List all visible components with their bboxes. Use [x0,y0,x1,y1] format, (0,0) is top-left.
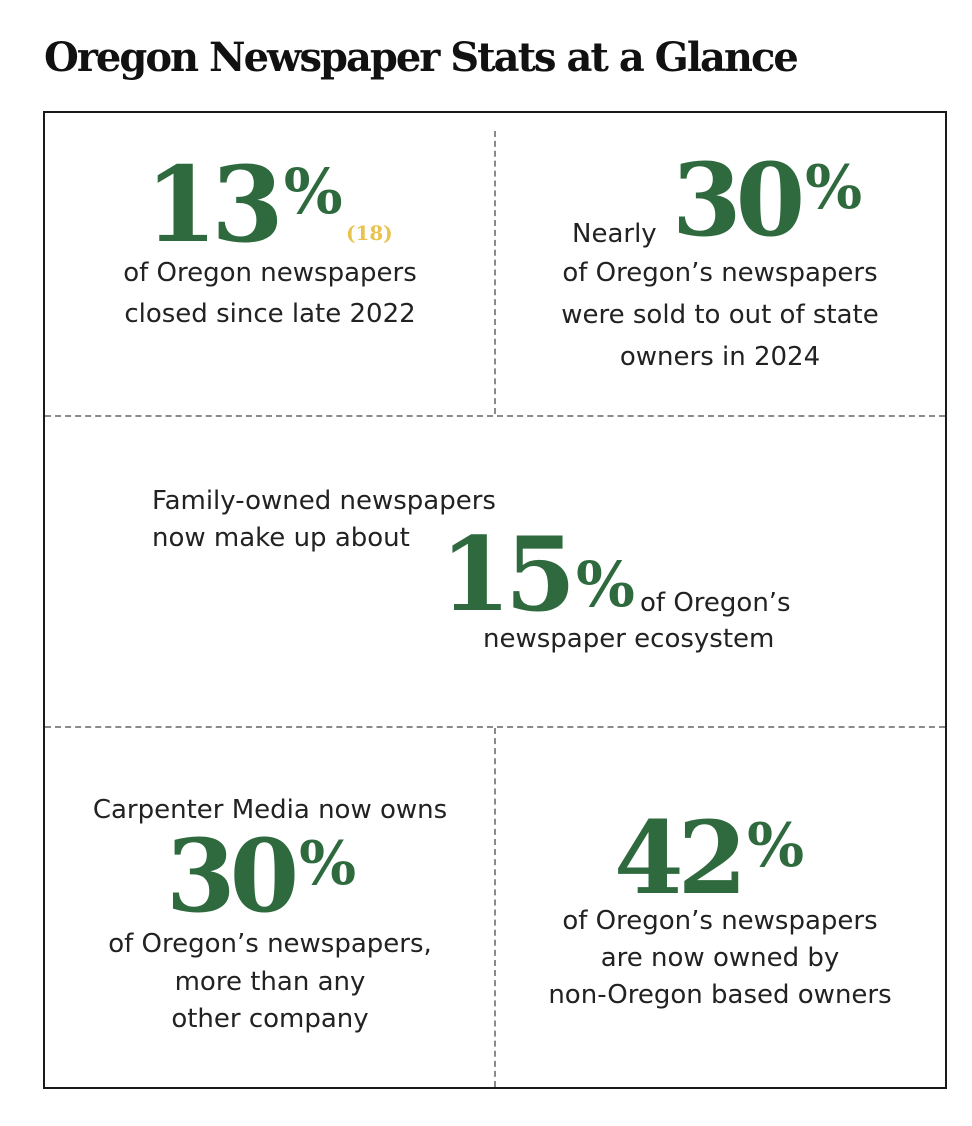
stat-carpenter-line1: of Oregon’s newspapers, [108,929,432,959]
divider-top-vertical [494,131,496,414]
stat-non-oregon-value: 42 [614,799,747,917]
stat-sold-figure: 30% [672,150,862,250]
stat-sold-unit: % [805,153,863,223]
stat-family-value: 15 [440,515,576,635]
stat-family-intro2: now make up about [152,523,410,553]
stat-carpenter-intro: Carpenter Media now owns [92,795,448,825]
stat-closed-line2: closed since late 2022 [124,299,416,329]
stat-carpenter-figure: 30% [166,826,356,926]
stat-non-oregon-line3: non-Oregon based owners [548,980,892,1010]
stat-carpenter-value: 30 [166,817,299,935]
stat-family-line-last: newspaper ecosystem [483,624,775,654]
stat-non-oregon-figure: 42% [614,808,804,908]
stat-non-oregon-line1: of Oregon’s newspapers [562,906,878,936]
stat-closed-figure: 13% [145,153,343,257]
stat-non-oregon-line2: are now owned by [600,943,840,973]
stats-panel [43,111,947,1089]
stat-sold-line2: were sold to out of state [561,300,879,330]
divider-lower-horizontal [45,726,945,728]
stat-family-figure: 15% [440,524,635,626]
divider-upper-horizontal [45,415,945,417]
divider-bottom-vertical [494,728,496,1087]
page-title: Oregon Newspaper Stats at a Glance [44,34,799,81]
stat-carpenter-unit: % [299,829,357,899]
stat-carpenter-line2: more than any [174,967,366,997]
stat-closed-note: (18) [346,221,393,245]
stat-sold-prefix: Nearly [572,219,657,249]
stat-carpenter-line3: other company [171,1004,369,1034]
stat-sold-line1: of Oregon’s newspapers [562,258,878,288]
stat-sold-value: 30 [672,141,805,259]
stat-family-intro1: Family-owned newspapers [152,486,496,516]
stat-closed-value: 13 [145,143,284,266]
stat-family-unit: % [575,548,635,621]
stat-closed-unit: % [283,155,343,228]
stat-sold-line3: owners in 2024 [619,342,821,372]
stat-non-oregon-unit: % [747,811,805,881]
stat-family-suffix: of Oregon’s [640,588,791,618]
stat-closed-line1: of Oregon newspapers [123,258,417,288]
